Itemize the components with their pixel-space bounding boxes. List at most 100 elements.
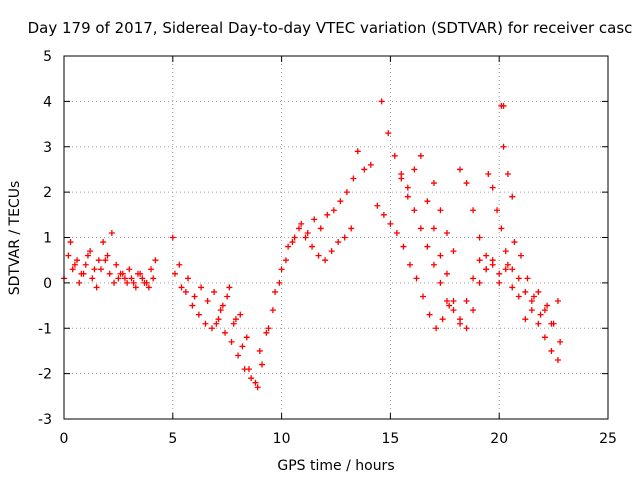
- data-point: [424, 243, 431, 250]
- series-track-m: [504, 239, 564, 345]
- data-point: [417, 152, 424, 159]
- data-point: [285, 243, 292, 250]
- data-point: [457, 316, 464, 323]
- x-tick-label: 20: [490, 431, 508, 447]
- data-point: [411, 166, 418, 173]
- grid-lines: [64, 56, 608, 419]
- data-point: [324, 211, 331, 218]
- data-point: [291, 234, 298, 241]
- data-point: [411, 207, 418, 214]
- data-point: [398, 170, 405, 177]
- data-point: [463, 298, 470, 305]
- data-point: [515, 275, 522, 282]
- data-point: [119, 270, 126, 277]
- chart-title: Day 179 of 2017, Sidereal Day-to-day VTE…: [28, 19, 633, 37]
- data-point: [169, 234, 176, 241]
- data-point: [496, 279, 503, 286]
- data-point: [498, 225, 505, 232]
- data-point: [232, 316, 239, 323]
- data-point: [191, 293, 198, 300]
- data-point: [380, 211, 387, 218]
- data-point: [176, 261, 183, 268]
- data-point: [502, 266, 509, 273]
- data-point: [430, 261, 437, 268]
- data-point: [211, 288, 218, 295]
- series-track-k: [485, 143, 516, 232]
- data-point: [224, 293, 231, 300]
- series-track-f: [256, 225, 355, 354]
- y-axis-label: SDTVAR / TECUs: [7, 181, 23, 296]
- data-point: [537, 311, 544, 318]
- data-point: [121, 275, 128, 282]
- data-point: [115, 275, 122, 282]
- data-point: [137, 270, 144, 277]
- data-point: [509, 266, 516, 273]
- data-point: [76, 279, 83, 286]
- x-tick-label: 10: [273, 431, 291, 447]
- data-point: [230, 320, 237, 327]
- data-point: [489, 184, 496, 191]
- data-point: [74, 257, 81, 264]
- series-track-d: [171, 270, 250, 341]
- y-tick-label: 0: [43, 276, 52, 292]
- x-axis-label: GPS time / hours: [277, 458, 394, 474]
- data-point: [548, 320, 555, 327]
- series-track-e: [213, 175, 357, 386]
- data-point: [289, 239, 296, 246]
- data-point: [213, 320, 220, 327]
- data-point: [511, 239, 518, 246]
- data-point: [404, 184, 411, 191]
- data-point: [106, 270, 113, 277]
- data-point: [348, 225, 355, 232]
- series-track-i: [398, 152, 496, 332]
- data-point: [443, 229, 450, 236]
- data-point: [535, 320, 542, 327]
- y-tick-label: -1: [38, 321, 52, 337]
- y-tick-label: 5: [43, 49, 52, 65]
- series-track-b: [67, 239, 157, 291]
- data-point: [450, 307, 457, 314]
- data-point: [298, 220, 305, 227]
- data-point: [437, 252, 444, 259]
- data-point: [554, 357, 561, 364]
- data-point: [222, 329, 229, 336]
- data-point: [309, 243, 316, 250]
- data-point: [185, 275, 192, 282]
- data-point: [437, 279, 444, 286]
- data-point: [391, 152, 398, 159]
- data-point: [450, 298, 457, 305]
- data-point: [417, 225, 424, 232]
- data-point: [171, 270, 178, 277]
- data-point: [84, 252, 91, 259]
- data-point: [269, 307, 276, 314]
- data-point: [80, 270, 87, 277]
- data-point: [430, 225, 437, 232]
- data-points: [61, 98, 564, 391]
- data-point: [430, 180, 437, 187]
- data-point: [424, 198, 431, 205]
- data-point: [330, 207, 337, 214]
- data-point: [483, 252, 490, 259]
- data-point: [248, 375, 255, 382]
- data-point: [235, 352, 242, 359]
- data-point: [470, 207, 477, 214]
- data-point: [124, 279, 131, 286]
- data-point: [217, 307, 224, 314]
- data-point: [476, 234, 483, 241]
- data-point: [189, 302, 196, 309]
- data-point: [463, 180, 470, 187]
- data-point: [433, 325, 440, 332]
- data-point: [528, 307, 535, 314]
- data-point: [350, 175, 357, 182]
- data-point: [504, 170, 511, 177]
- data-point: [496, 270, 503, 277]
- data-point: [204, 298, 211, 305]
- data-point: [254, 384, 261, 391]
- data-point: [400, 243, 407, 250]
- data-point: [541, 334, 548, 341]
- data-point: [104, 252, 111, 259]
- series-track-c: [169, 234, 261, 391]
- data-point: [296, 225, 303, 232]
- data-point: [361, 166, 368, 173]
- data-point: [226, 284, 233, 291]
